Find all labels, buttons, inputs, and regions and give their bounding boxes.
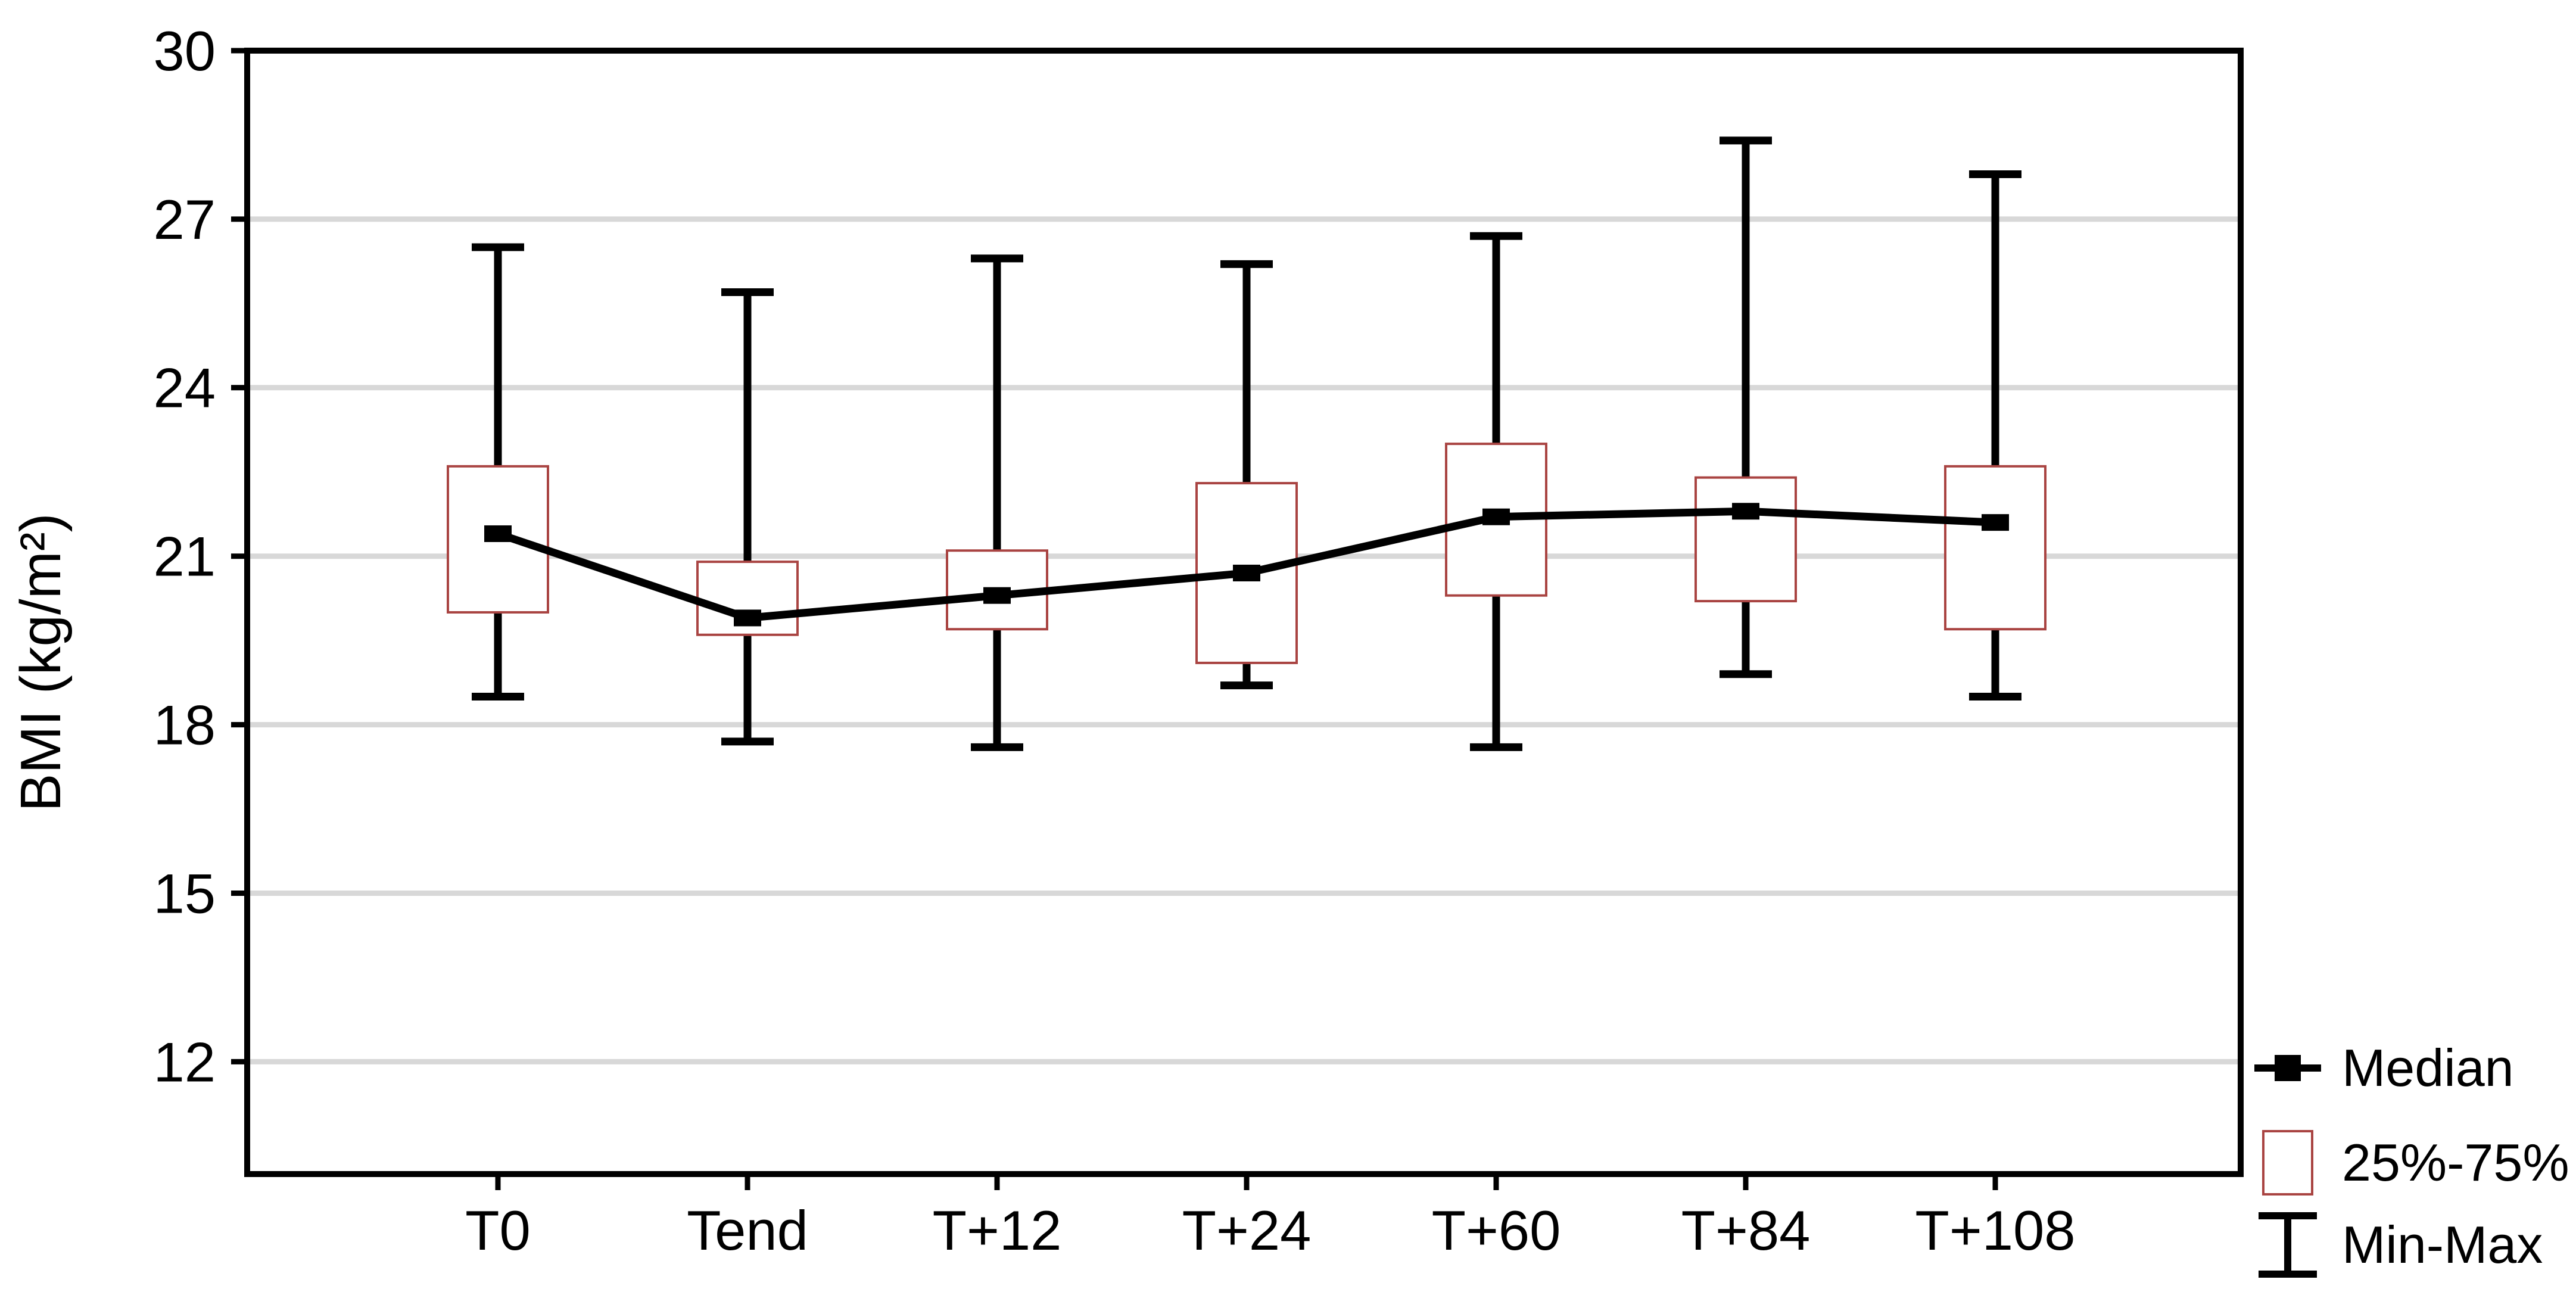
y-tick-label: 18 <box>153 694 216 756</box>
x-tick-label: T+12 <box>933 1199 1062 1262</box>
median-marker <box>1233 564 1260 581</box>
median-marker <box>1732 503 1759 520</box>
y-axis-title: BMI (kg/m²) <box>9 513 73 812</box>
median-marker <box>734 609 761 627</box>
iqr-box <box>1695 476 1797 603</box>
y-tick-label: 12 <box>153 1031 216 1093</box>
y-tick-label: 30 <box>153 20 216 82</box>
y-tick-label: 24 <box>153 357 216 419</box>
iqr-box <box>1944 465 2047 631</box>
median-marker <box>983 587 1011 604</box>
x-tick-label: T+108 <box>1915 1199 2075 1262</box>
y-tick-label: 21 <box>153 525 216 588</box>
median-marker <box>1982 514 2009 531</box>
x-tick-label: T+60 <box>1432 1199 1561 1262</box>
median-marker <box>484 525 512 542</box>
x-tick-label: Tend <box>687 1199 808 1262</box>
y-tick-label: 15 <box>153 862 216 924</box>
x-tick-label: T0 <box>465 1199 531 1262</box>
y-tick-label: 27 <box>153 188 216 251</box>
x-tick-label: T+84 <box>1681 1199 1811 1262</box>
median-marker <box>1482 508 1510 525</box>
x-tick-label: T+24 <box>1182 1199 1312 1262</box>
